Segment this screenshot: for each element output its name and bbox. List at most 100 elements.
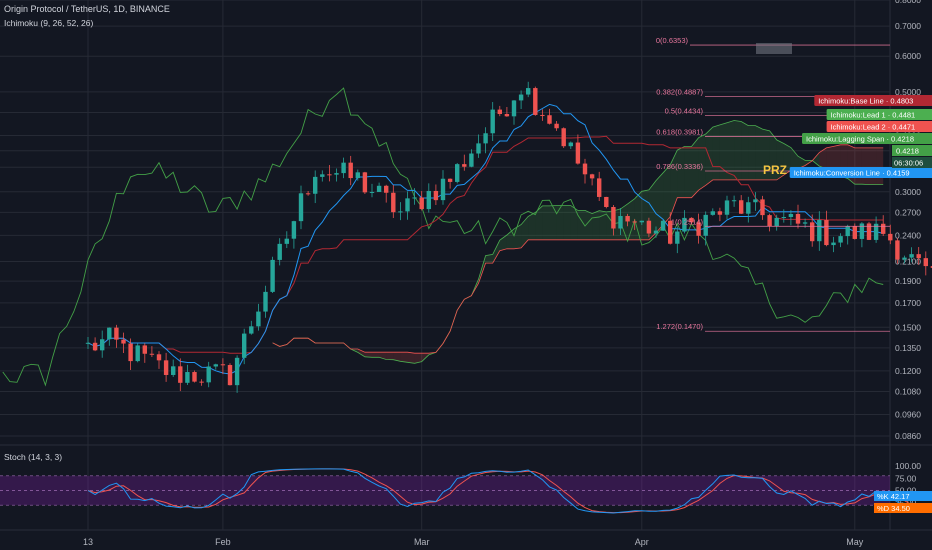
candle-body (220, 364, 226, 366)
cloud-segment (407, 352, 415, 364)
candle-body (100, 339, 105, 351)
candle-body (909, 254, 914, 258)
candle-body (852, 226, 857, 239)
fib-level-label: 0.618(0.3981) (656, 127, 703, 136)
ichimoku-legend[interactable]: Ichimoku (9, 26, 52, 26) (4, 18, 94, 28)
candle-body (696, 222, 701, 236)
series-value-label: Ichimoku:Conversion Line · 0.4159 (794, 169, 910, 178)
candle-body (440, 178, 446, 201)
candle-body (866, 223, 872, 240)
candle-body (398, 211, 403, 213)
cloud-segment (521, 216, 529, 248)
candle-body (561, 128, 566, 147)
stoch-tick: 75.00 (895, 473, 917, 483)
price-tick: 0.2400 (895, 230, 921, 240)
lagging-span-line (2, 87, 884, 387)
candle-body (604, 196, 609, 207)
time-tick: Mar (414, 537, 430, 547)
candle-body (277, 243, 282, 260)
fib-level-label: 0.786(0.3336) (656, 162, 703, 171)
cloud-segment (719, 122, 727, 180)
candle-body (121, 339, 126, 344)
candle-body (582, 163, 588, 175)
series-value-label: Ichimoku:Base Line · 0.4803 (818, 97, 913, 106)
candle-body (646, 220, 652, 234)
candle-body (234, 357, 240, 386)
cloud-segment (620, 203, 628, 240)
stoch-legend[interactable]: Stoch (14, 3, 3) (4, 452, 63, 462)
candle-body (675, 231, 680, 244)
candle-body (767, 215, 772, 227)
candle-body (327, 174, 332, 176)
candle-body (689, 217, 694, 223)
candle-body (902, 257, 907, 260)
cloud-segment (712, 124, 720, 180)
candle-body (107, 327, 112, 340)
stoch-tick: 100.00 (895, 461, 921, 471)
cloud-segment (861, 147, 869, 185)
price-tick: 0.0860 (895, 431, 921, 441)
candle-body (625, 216, 630, 222)
conversion-line (87, 103, 884, 375)
price-tick: 0.0960 (895, 410, 921, 420)
candle-body (355, 172, 360, 179)
cloud-segment (854, 147, 862, 185)
cloud-segment (542, 205, 550, 240)
cloud-segment (783, 143, 791, 176)
time-tick: Feb (215, 537, 231, 547)
cloud-segment (826, 146, 834, 172)
candle-body (412, 197, 417, 199)
candle-body (916, 254, 921, 259)
cloud-segment (748, 125, 756, 180)
time-tick: 13 (83, 537, 93, 547)
time-tick: Apr (635, 537, 649, 547)
candle-body (305, 193, 311, 195)
candle-body (668, 220, 673, 244)
candle-body (575, 142, 581, 164)
candle-body (724, 200, 730, 215)
cloud-segment (670, 150, 678, 217)
candle-body (554, 123, 559, 129)
cloud-segment (819, 147, 827, 169)
candle-body (447, 178, 453, 182)
candle-body (824, 219, 829, 246)
candle-body (859, 223, 865, 239)
candle-body (171, 366, 176, 375)
candle-body (213, 364, 218, 367)
series-value-label: Ichimoku:Lead 2 · 0.4471 (831, 123, 916, 132)
target-box (756, 43, 792, 54)
candle-body (739, 200, 744, 214)
candle-body (135, 345, 140, 362)
cloud-segment (776, 139, 784, 180)
candle-body (291, 221, 297, 239)
base-line (87, 135, 884, 354)
cloud-segment (762, 129, 770, 180)
candle-body (128, 343, 133, 362)
cloud-segment (592, 210, 600, 240)
cloud-segment (492, 240, 500, 264)
lead1-line (272, 120, 884, 364)
prz-annotation: PRZ (763, 163, 787, 177)
series-value-tag (814, 95, 932, 106)
candle-body (611, 206, 616, 229)
candle-body (490, 109, 495, 134)
cloud-segment (599, 210, 607, 240)
candle-body (597, 178, 602, 197)
candle-body (92, 342, 98, 351)
candle-body (518, 94, 524, 101)
price-tick: 0.7000 (895, 21, 921, 31)
price-tick: 0.2100 (895, 257, 921, 267)
candle-body (526, 88, 531, 95)
cloud-segment (727, 120, 735, 180)
candle-body (845, 226, 850, 237)
candle-body (653, 230, 659, 234)
fib-level-label: 1(0.2514) (671, 217, 704, 226)
candle-body (185, 372, 190, 383)
candle-body (888, 233, 893, 241)
cloud-segment (876, 147, 884, 185)
candle-body (774, 217, 779, 227)
fib-level-label: 0(0.6353) (656, 36, 689, 45)
candle-body (589, 174, 595, 179)
candle-body (923, 258, 928, 267)
